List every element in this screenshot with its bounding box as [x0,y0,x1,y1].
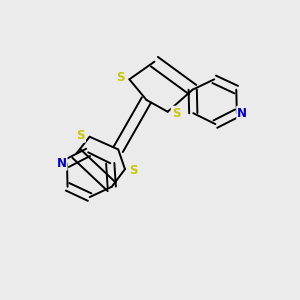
Text: S: S [116,71,125,84]
Text: S: S [129,164,137,177]
Text: S: S [76,129,85,142]
Text: N: N [237,107,247,120]
Text: S: S [172,107,180,120]
Text: N: N [57,157,67,170]
